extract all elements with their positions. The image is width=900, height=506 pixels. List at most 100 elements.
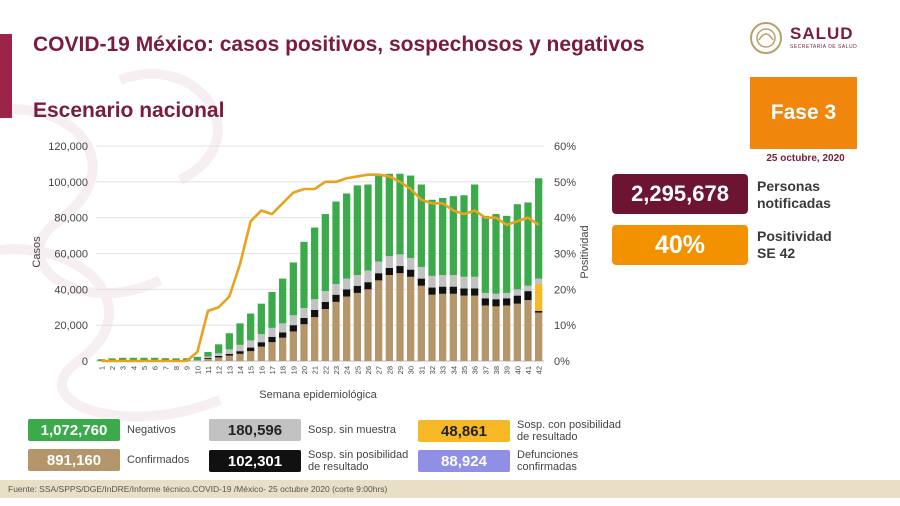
x-tick-label: 38	[492, 366, 501, 374]
x-tick-label: 42	[535, 366, 544, 374]
bar-segment	[279, 278, 287, 324]
x-tick-label: 21	[311, 366, 320, 374]
legend-sosp-con-posibilidad-value: 48,861	[418, 420, 510, 442]
page-title: COVID-19 México: casos positivos, sospec…	[33, 33, 645, 56]
bar-segment	[503, 298, 511, 306]
bar-segment	[236, 323, 244, 345]
x-tick-label: 13	[225, 366, 234, 374]
bar-segment	[481, 298, 489, 306]
bar-segment	[204, 356, 212, 358]
bar-segment	[321, 309, 329, 361]
x-tick-label: 18	[279, 366, 288, 374]
legend-sosp-sin-posibilidad-line2: de resultado	[308, 461, 369, 473]
y2-tick-label: 30%	[554, 249, 576, 261]
salud-emblem-icon	[750, 22, 782, 54]
bar-segment	[417, 285, 425, 361]
x-tick-label: 19	[289, 366, 298, 374]
x-tick-label: 24	[343, 366, 352, 374]
bar-segment	[524, 300, 532, 361]
bar-segment	[385, 256, 393, 268]
legend-sosp-sin-posibilidad-label: Sosp. sin posibilidad de resultado	[308, 449, 408, 473]
bar-segment	[321, 301, 329, 310]
personas-notificadas-label: Personas notificadas	[757, 178, 831, 212]
x-tick-label: 15	[247, 366, 256, 374]
bar-segment	[428, 287, 436, 295]
bar-segment	[215, 357, 223, 361]
x-tick-label: 39	[503, 366, 512, 374]
x-tick-label: 2	[108, 366, 117, 370]
bar-segment	[247, 313, 255, 341]
bar-segment	[385, 267, 393, 275]
y-tick-label: 120,000	[48, 141, 88, 153]
bar-segment	[236, 353, 244, 361]
positividad-value: 40%	[612, 225, 748, 265]
positividad-label-line1: Positividad	[757, 228, 832, 244]
bar-segment	[279, 337, 287, 361]
phase-badge: Fase 3	[750, 77, 857, 149]
bar-segment	[321, 214, 329, 292]
bar-segment	[257, 334, 265, 343]
x-tick-label: 23	[332, 366, 341, 374]
legend-sosp-sin-muestra-value: 180,596	[209, 419, 301, 441]
bar-segment	[236, 351, 244, 354]
brand-accent-bar	[0, 34, 12, 118]
y-tick-label: 100,000	[48, 177, 88, 189]
bar-segment	[481, 305, 489, 361]
legend-defunciones-value: 88,924	[418, 450, 510, 472]
legend-sosp-sin-posibilidad-value: 102,301	[209, 450, 301, 472]
bar-segment	[460, 295, 468, 361]
bar-segment	[503, 215, 511, 293]
bar-segment	[321, 291, 329, 302]
bar-segment	[215, 353, 223, 356]
bar-segment	[353, 292, 361, 361]
bar-segment	[449, 293, 457, 361]
bar-segment	[375, 280, 383, 361]
bar-segment	[535, 178, 543, 279]
bar-segment	[524, 291, 532, 301]
bar-segment	[343, 296, 351, 361]
bar-segment	[535, 278, 543, 284]
background-ornament	[0, 69, 223, 422]
legend-sosp-sin-posibilidad-line1: Sosp. sin posibilidad	[308, 449, 409, 461]
y2-axis-label: Positividad	[579, 225, 591, 278]
bar-segment	[503, 305, 511, 361]
bar-segment	[204, 357, 212, 359]
bar-segment	[289, 315, 297, 326]
cases-chart: 020,00040,00060,00080,000100,000120,000 …	[31, 141, 591, 401]
bar-segment	[375, 261, 383, 274]
bar-segment	[279, 323, 287, 333]
bar-segment	[129, 357, 137, 361]
bar-segment	[460, 195, 468, 277]
bar-segment	[492, 299, 500, 307]
x-tick-label: 32	[428, 366, 437, 374]
bar-segment	[343, 289, 351, 297]
bar-segment	[311, 309, 319, 318]
x-tick-label: 17	[268, 366, 277, 374]
bar-segment	[407, 257, 415, 270]
x-tick-label: 11	[204, 366, 213, 374]
bar-segment	[353, 285, 361, 293]
legend-defunciones-label: Defunciones confirmadas	[517, 449, 578, 473]
bar-segment	[449, 286, 457, 294]
x-tick-label: 16	[257, 366, 266, 374]
legend-defunciones-line1: Defunciones	[517, 449, 579, 461]
y2-tick-label: 60%	[554, 141, 576, 153]
bar-segment	[225, 355, 233, 361]
bar-segment	[396, 266, 404, 274]
bar-segment	[257, 346, 265, 361]
bar-segment	[492, 293, 500, 300]
x-tick-label: 6	[151, 366, 160, 370]
bar-segment	[364, 184, 372, 271]
legend-negativos-label: Negativos	[127, 424, 176, 436]
positividad-label-line2: SE 42	[757, 245, 796, 261]
bar-segment	[439, 286, 447, 294]
bar-segment	[535, 310, 543, 313]
bar-segment	[300, 318, 308, 325]
bar-segment	[225, 353, 233, 356]
bar-segment	[151, 357, 159, 361]
bar-segment	[353, 275, 361, 286]
bar-segment	[215, 344, 223, 354]
bar-segment	[407, 175, 415, 258]
x-tick-label: 8	[172, 366, 181, 370]
y2-tick-label: 20%	[554, 284, 576, 296]
